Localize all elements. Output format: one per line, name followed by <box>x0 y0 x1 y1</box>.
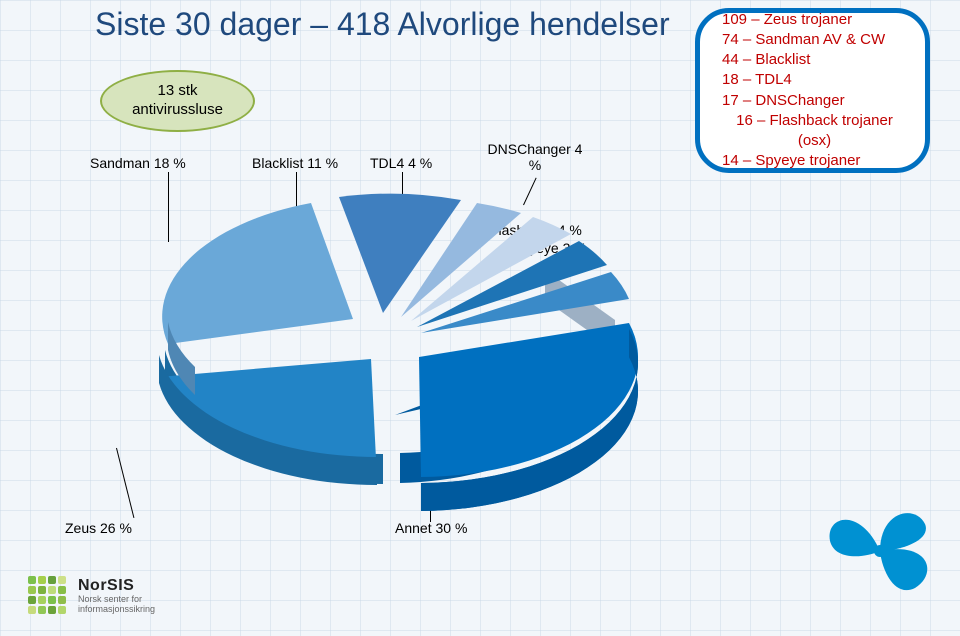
norsis-name: NorSIS <box>78 577 155 595</box>
norsis-logo: NorSIS Norsk senter forinformasjonssikri… <box>28 576 155 616</box>
detail-line: 109 – Zeus trojaner <box>722 10 852 30</box>
callout-line2: antivirussluse <box>132 101 223 120</box>
callout-antivirus: 13 stk antivirussluse <box>100 70 255 132</box>
callout-detail-list: 109 – Zeus trojaner 74 – Sandman AV & CW… <box>695 8 930 173</box>
detail-line: 74 – Sandman AV & CW <box>722 30 885 50</box>
detail-line: 18 – TDL4 <box>722 70 792 90</box>
detail-line: 44 – Blacklist <box>722 50 810 70</box>
detail-line: 16 – Flashback trojaner (osx) <box>722 111 907 152</box>
norsis-icon <box>28 576 70 616</box>
telenor-logo <box>820 496 940 596</box>
callout-line1: 13 stk <box>132 82 223 101</box>
chart-title: Siste 30 dager – 418 Alvorlige hendelser <box>95 6 670 43</box>
pie-chart <box>115 135 675 555</box>
detail-line: 14 – Spyeye trojaner <box>722 151 860 171</box>
norsis-sub: Norsk senter forinformasjonssikring <box>78 595 155 615</box>
detail-line: 17 – DNSChanger <box>722 91 845 111</box>
